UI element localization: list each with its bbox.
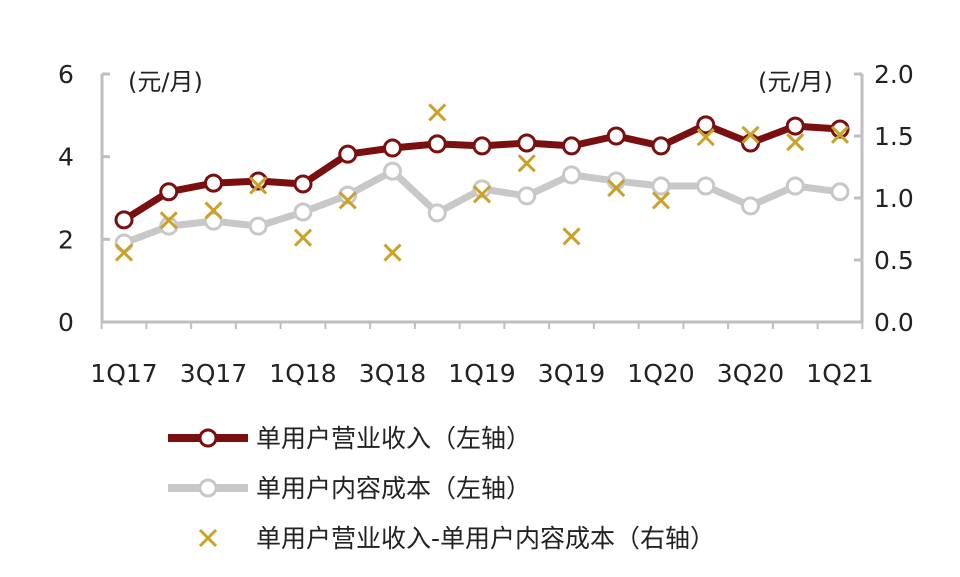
x-marker-stroke	[383, 243, 402, 262]
data-point	[293, 174, 313, 194]
data-point	[830, 119, 850, 139]
x-marker	[786, 133, 805, 152]
right-tick-label: 0.0	[874, 308, 914, 337]
x-tick-label: 1Q17	[90, 359, 157, 388]
x-marker-stroke	[830, 125, 850, 144]
x-marker	[472, 185, 492, 204]
legend-label: 单用户营业收入-单用户内容成本（右轴）	[256, 524, 715, 553]
left-tick-label: 6	[58, 60, 74, 89]
legend-marker	[198, 428, 218, 448]
right-tick-label: 1.5	[874, 122, 914, 151]
x-marker-stroke	[338, 191, 357, 210]
data-point	[517, 186, 537, 206]
left-tick-label: 0	[58, 308, 74, 337]
x-marker-stroke	[696, 128, 715, 147]
x-marker-stroke	[472, 185, 492, 204]
data-point	[651, 176, 671, 196]
data-point	[651, 136, 671, 156]
legend-label: 单用户内容成本（左轴）	[256, 474, 531, 503]
x-tick-label: 3Q20	[717, 359, 784, 388]
x-marker-stroke	[249, 176, 268, 195]
right-tick-label: 0.5	[874, 246, 914, 275]
data-point	[204, 173, 223, 193]
x-marker	[383, 243, 402, 262]
data-point	[159, 216, 179, 236]
data-point	[293, 202, 313, 222]
left-tick-label: 2	[58, 225, 74, 254]
x-marker	[293, 228, 313, 247]
x-marker-stroke	[204, 201, 223, 220]
x-tick-label: 1Q21	[806, 359, 873, 388]
data-point	[383, 138, 402, 158]
x-marker	[204, 201, 223, 220]
x-tick-label: 1Q20	[627, 359, 694, 388]
x-marker-stroke	[607, 179, 626, 198]
x-marker-stroke	[517, 154, 536, 173]
legend-label: 单用户营业收入（左轴）	[256, 424, 531, 453]
x-marker-stroke	[562, 227, 581, 246]
x-marker-stroke	[293, 228, 313, 247]
data-point	[427, 203, 447, 223]
x-marker-stroke	[114, 243, 134, 262]
x-tick-label: 3Q18	[359, 359, 426, 388]
x-marker	[830, 125, 850, 144]
data-point	[472, 136, 492, 156]
data-point	[785, 176, 805, 196]
right-tick-label: 1.0	[874, 184, 914, 213]
data-point	[830, 182, 850, 202]
data-point	[472, 179, 492, 199]
x-marker-stroke	[651, 191, 671, 210]
x-tick-label: 1Q18	[269, 359, 336, 388]
data-point	[741, 196, 760, 216]
data-point	[741, 133, 760, 153]
x-tick-label: 1Q19	[448, 359, 515, 388]
data-point	[204, 211, 223, 231]
x-marker	[249, 176, 268, 195]
data-point	[248, 171, 268, 191]
x-marker-stroke	[428, 103, 447, 122]
x-marker	[562, 227, 581, 246]
data-point	[562, 136, 581, 156]
data-point	[562, 165, 581, 185]
data-point	[606, 126, 626, 146]
right-axis-unit: (元/月)	[758, 68, 833, 96]
data-point	[248, 216, 268, 236]
x-marker-stroke	[786, 133, 805, 152]
data-point	[696, 176, 716, 196]
x-marker	[114, 243, 134, 262]
x-marker	[428, 103, 447, 122]
x-marker	[517, 154, 536, 173]
x-marker-stroke	[159, 211, 178, 230]
data-point	[517, 133, 537, 153]
data-point	[427, 134, 447, 154]
x-marker	[651, 191, 671, 210]
data-point	[338, 185, 358, 205]
data-point	[338, 144, 358, 164]
data-point	[383, 161, 402, 181]
legend-marker	[198, 528, 218, 548]
x-marker-stroke	[741, 125, 760, 144]
x-tick-label: 3Q17	[180, 359, 247, 388]
x-marker	[696, 128, 715, 147]
left-tick-label: 4	[58, 143, 74, 172]
data-point	[696, 115, 716, 135]
x-marker	[607, 179, 626, 198]
data-point	[159, 182, 179, 202]
data-point	[114, 210, 134, 230]
left-axis-unit: (元/月)	[128, 68, 203, 96]
data-point	[785, 116, 805, 136]
x-tick-label: 3Q19	[538, 359, 605, 388]
legend-marker	[198, 478, 218, 498]
x-marker	[741, 125, 760, 144]
right-tick-label: 2.0	[874, 60, 914, 89]
x-marker	[159, 211, 178, 230]
x-marker	[338, 191, 357, 210]
